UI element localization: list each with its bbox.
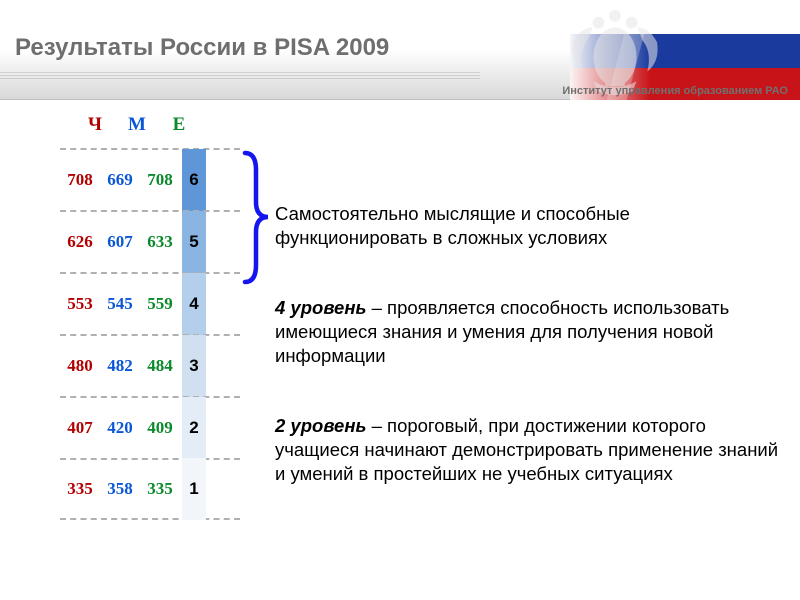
cell-m: 358 xyxy=(100,479,140,499)
header: Результаты России в PISA 2009 Институт у… xyxy=(0,0,800,100)
table-row: 5535455594 xyxy=(60,272,240,334)
table-row: 3353583351 xyxy=(60,458,240,520)
cell-e: 559 xyxy=(140,294,180,314)
cell-m: 669 xyxy=(100,170,140,190)
col-header-reading: Ч xyxy=(74,114,116,136)
table-row: 4074204092 xyxy=(60,396,240,458)
level-2-label: 2 уровень xyxy=(275,415,366,436)
subtitle: Институт управления образованием РАО xyxy=(0,82,800,100)
cell-e: 708 xyxy=(140,170,180,190)
level-cell: 5 xyxy=(182,211,206,273)
level-cell: 4 xyxy=(182,273,206,335)
cell-e: 633 xyxy=(140,232,180,252)
table-row: 6266076335 xyxy=(60,210,240,272)
page-title: Результаты России в PISA 2009 xyxy=(15,34,389,62)
cell-c: 335 xyxy=(60,479,100,499)
column-headers: Ч М Е xyxy=(60,114,240,136)
cell-e: 335 xyxy=(140,479,180,499)
cell-m: 482 xyxy=(100,356,140,376)
cell-c: 626 xyxy=(60,232,100,252)
cell-c: 708 xyxy=(60,170,100,190)
cell-e: 484 xyxy=(140,356,180,376)
cell-c: 407 xyxy=(60,418,100,438)
level-4-label: 4 уровень xyxy=(275,297,366,318)
desc-level-2: 2 уровень – пороговый, при достижении ко… xyxy=(275,414,785,486)
cell-m: 545 xyxy=(100,294,140,314)
cell-e: 409 xyxy=(140,418,180,438)
col-header-science: Е xyxy=(158,114,200,136)
cell-c: 480 xyxy=(60,356,100,376)
cell-m: 420 xyxy=(100,418,140,438)
cell-m: 607 xyxy=(100,232,140,252)
cell-c: 553 xyxy=(60,294,100,314)
col-header-math: М xyxy=(116,114,158,136)
pisa-table: Ч М Е 7086697086626607633555354555944804… xyxy=(60,114,240,520)
table-row: 7086697086 xyxy=(60,148,240,210)
level-cell: 3 xyxy=(182,335,206,397)
desc-level-4: 4 уровень – проявляется способность испо… xyxy=(275,296,785,368)
desc-levels-5-6: Самостоятельно мыслящие и способные функ… xyxy=(275,202,785,250)
level-cell: 1 xyxy=(182,458,206,520)
level-cell: 2 xyxy=(182,397,206,459)
brace-icon xyxy=(240,150,270,285)
table-row: 4804824843 xyxy=(60,334,240,396)
level-cell: 6 xyxy=(182,149,206,211)
